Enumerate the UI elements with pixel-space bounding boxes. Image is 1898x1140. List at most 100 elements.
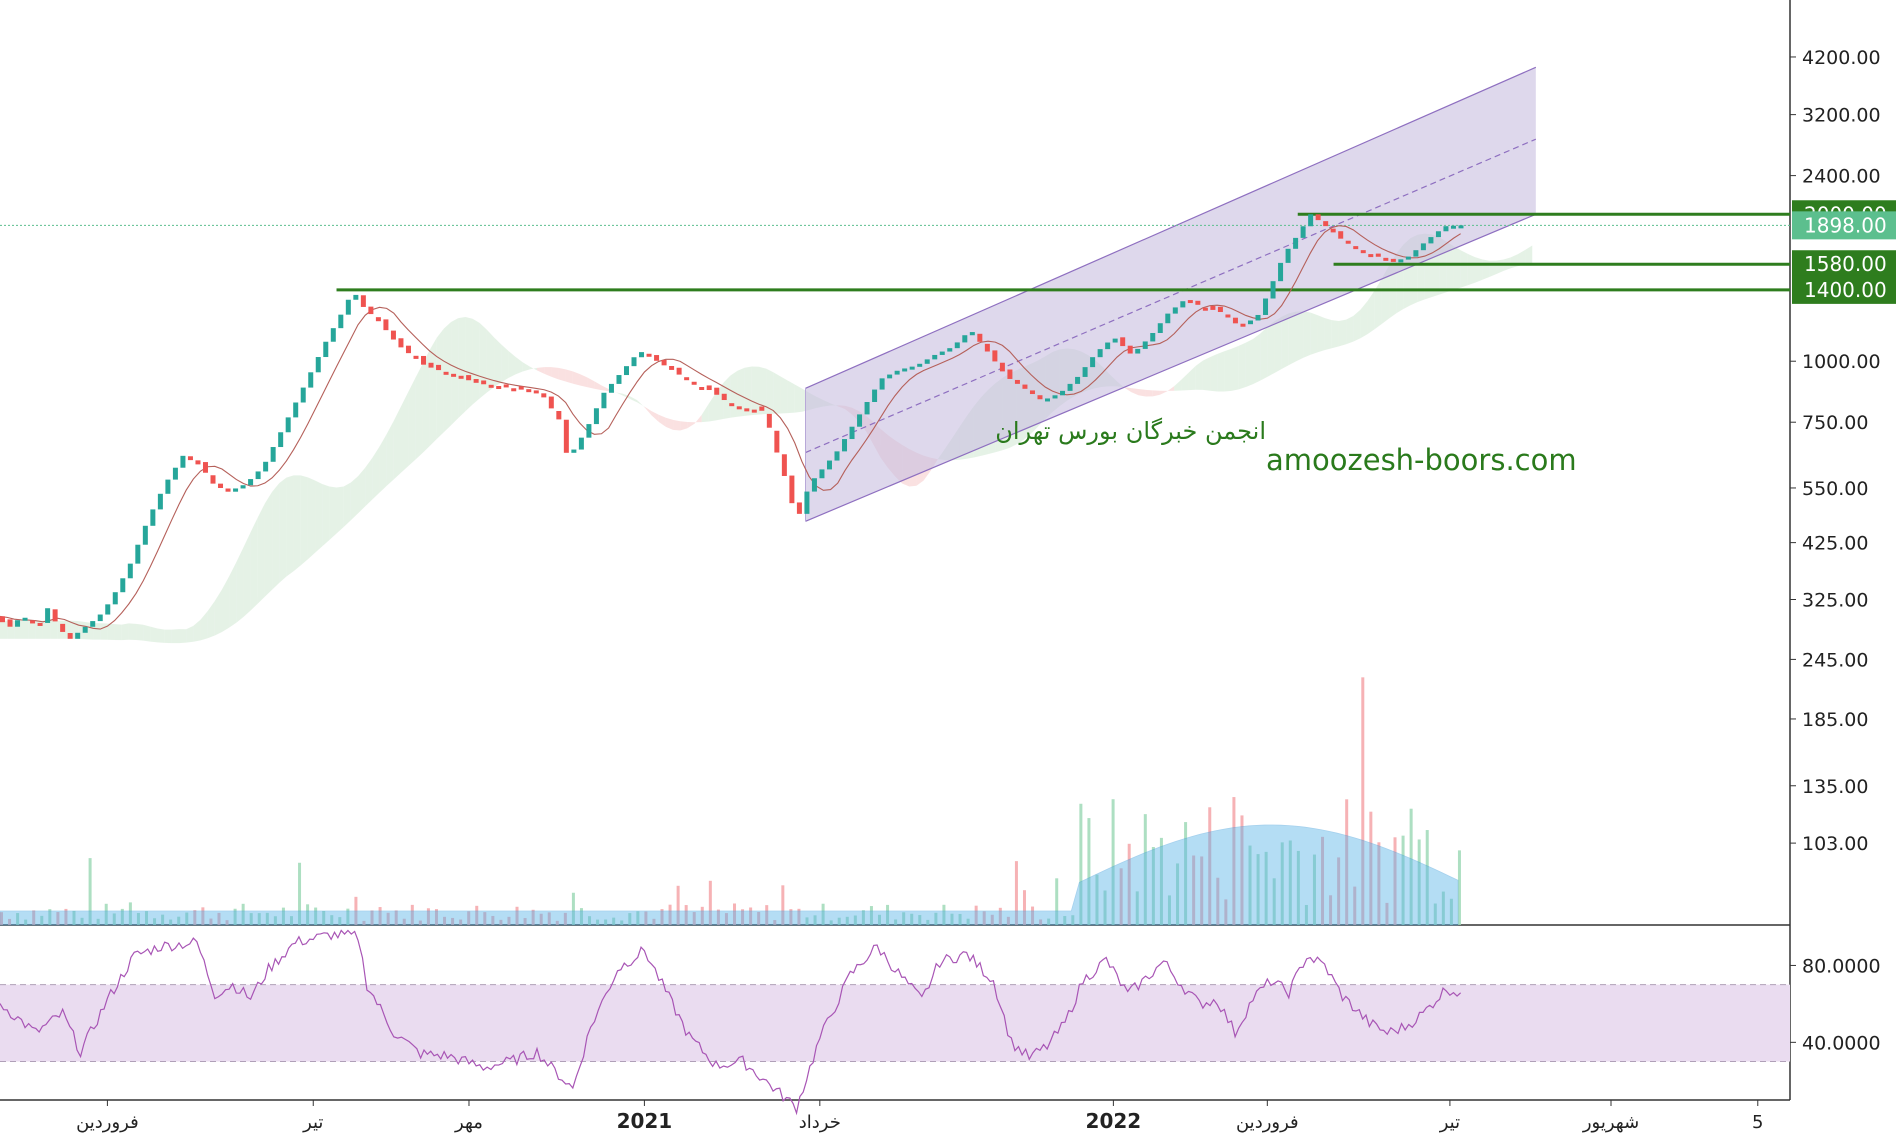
volume-bar: [1321, 836, 1325, 925]
candle: [120, 578, 126, 593]
watermark-url: amoozesh-boors.com: [1266, 443, 1577, 477]
volume-bar: [773, 920, 777, 925]
cloud-segment: [264, 491, 273, 597]
cloud-segment: [193, 619, 201, 642]
volume-bar: [153, 918, 157, 925]
candle: [1142, 341, 1148, 349]
volume-bar: [128, 902, 132, 925]
cloud-segment: [1446, 241, 1454, 293]
cloud-segment: [458, 317, 466, 419]
cloud-segment: [358, 467, 366, 514]
volume-bar: [966, 918, 970, 925]
cloud-segment: [257, 503, 265, 604]
cloud-segment: [1267, 321, 1275, 377]
volume-bar: [1329, 895, 1333, 925]
candle: [398, 338, 404, 348]
price-tick-label: 1000.00: [1802, 351, 1881, 373]
cloud-segment: [279, 477, 287, 583]
volume-bar: [612, 917, 616, 925]
cloud-segment: [1195, 360, 1203, 390]
cloud-segment: [28, 620, 36, 639]
price-tick-label: 2400.00: [1802, 166, 1881, 188]
candle: [1458, 225, 1464, 229]
volume-bar: [402, 918, 406, 925]
candle: [556, 411, 562, 420]
volume-bar: [32, 910, 36, 925]
volume-bar: [104, 903, 108, 925]
price-tick-label: 550.00: [1802, 478, 1868, 500]
candle: [954, 342, 960, 349]
candle: [857, 414, 863, 427]
cloud-segment: [1260, 327, 1268, 381]
cloud-segment: [1124, 387, 1132, 393]
cloud-segment: [1202, 357, 1211, 391]
cloud-segment: [1467, 253, 1475, 286]
candle: [443, 371, 449, 375]
candles-layer: [0, 214, 1464, 639]
candle: [1180, 301, 1186, 308]
volume-bar: [426, 908, 430, 925]
candle: [684, 377, 690, 381]
candle: [1413, 250, 1419, 257]
volume-bar: [1047, 918, 1051, 925]
candle: [842, 439, 848, 452]
cloud-segment: [200, 611, 208, 641]
price-tick-label: 185.00: [1802, 709, 1868, 731]
cloud-segment: [1525, 245, 1533, 265]
volume-bar: [579, 908, 583, 925]
volume-bar: [72, 910, 76, 925]
cloud-segment: [1274, 316, 1282, 373]
candle: [924, 359, 930, 364]
candle: [601, 392, 607, 409]
watermark-title: انجمن خبرگان بورس تهران: [995, 417, 1266, 445]
candle: [390, 330, 396, 340]
cloud-segment: [794, 384, 802, 413]
volume-bar: [185, 912, 189, 925]
candle: [1007, 369, 1013, 379]
cloud-segment: [1338, 319, 1347, 347]
cloud-segment: [293, 475, 301, 572]
cloud-segment: [565, 369, 573, 384]
volume-bar: [1071, 915, 1075, 925]
volume-bar: [821, 903, 825, 925]
candle: [195, 460, 201, 465]
volume-bar: [934, 912, 938, 925]
candle: [1232, 317, 1238, 324]
candle: [496, 386, 502, 390]
cloud-segment: [1517, 249, 1526, 267]
candle: [676, 367, 682, 375]
candle: [1293, 237, 1299, 249]
candle: [1353, 246, 1359, 250]
volume-bar: [1441, 891, 1445, 925]
candle: [202, 462, 208, 473]
candle: [466, 375, 472, 381]
cloud-segment: [415, 364, 423, 460]
cloud-segment: [751, 366, 759, 416]
cloud-segment: [1367, 290, 1375, 335]
volume-bar: [112, 913, 116, 925]
cloud-segment: [673, 419, 681, 431]
price-tick-label: 425.00: [1802, 533, 1868, 555]
volume-bar: [539, 913, 543, 925]
time-tick-label: 2021: [617, 1109, 673, 1133]
cloud-segment: [1131, 388, 1139, 396]
candle: [488, 384, 494, 388]
volume-bar: [749, 907, 753, 925]
candle: [112, 592, 118, 605]
volume-bar: [869, 906, 873, 925]
volume-bar: [273, 916, 277, 925]
volume-bar: [225, 920, 229, 925]
cloud-segment: [701, 403, 709, 423]
cloud-segment: [1482, 259, 1490, 280]
cloud-segment: [1217, 351, 1225, 392]
volume-bar: [1055, 878, 1059, 925]
candle: [218, 483, 224, 488]
candle: [706, 385, 712, 391]
candle: [82, 626, 88, 633]
candle: [608, 383, 614, 393]
volume-bar: [177, 916, 181, 925]
volume-bar: [1159, 837, 1163, 925]
channel-upper-line: [805, 66, 1537, 389]
cloud-segment: [494, 337, 502, 388]
volume-bar: [338, 917, 342, 925]
